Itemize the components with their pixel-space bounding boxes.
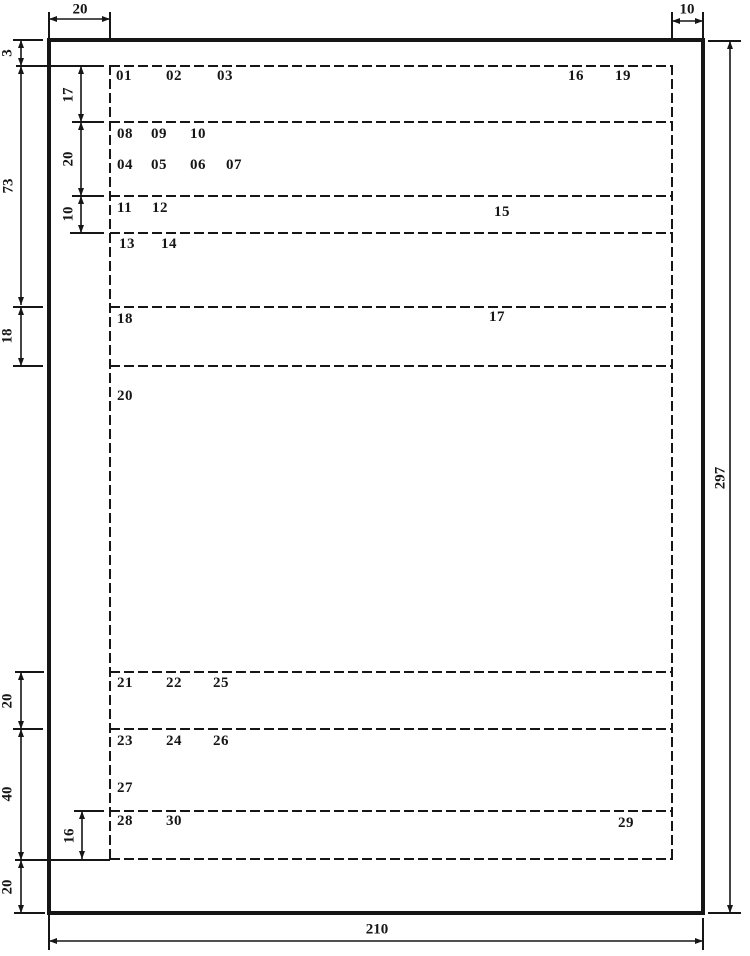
zone-divider-row8 [110,728,673,730]
dim-ref-block: 18 [0,328,16,344]
zone-11-label: 11 [117,200,133,216]
dim-footer-block: 40 [0,786,16,802]
zone-01-label: 01 [116,68,132,84]
zone-23-label: 23 [117,733,133,749]
zone-27-label: 27 [117,780,133,796]
zone-04-label: 04 [117,157,133,173]
zone-06-label: 06 [190,157,206,173]
dim-top-gap: 3 [0,49,16,57]
zone-10-label: 10 [190,126,206,142]
zone-12-label: 12 [152,200,168,216]
zone-24-label: 24 [166,733,182,749]
zone-divider-row2 [110,121,673,123]
zone-25-label: 25 [213,675,229,691]
dim-inner-row-10: 10 [60,206,77,222]
zone-26-label: 26 [213,733,229,749]
zone-divider-row9 [110,810,673,812]
dim-bottom-margin: 20 [0,879,16,895]
zone-07-label: 07 [226,157,242,173]
dim-top-right-margin: 10 [679,1,695,18]
dim-inner-row-20: 20 [60,151,77,167]
zone-divider-bottom [110,858,673,860]
zone-09-label: 09 [151,126,167,142]
zone-divider-row6 [110,365,673,367]
zone-divider-row4 [110,232,673,234]
zone-02-label: 02 [166,68,182,84]
zone-18-label: 18 [117,311,133,327]
zone-22-label: 22 [166,675,182,691]
zone-19-label: 19 [615,68,631,84]
zone-divider-row5 [110,306,673,308]
zone-20-label: 20 [117,388,133,404]
zone-14-label: 14 [161,236,177,252]
zone-29-label: 29 [618,815,634,831]
zone-30-label: 30 [166,813,182,829]
dim-page-height: 297 [712,466,729,490]
zone-15-label: 15 [494,204,510,220]
dim-page-width: 210 [365,921,389,938]
zone-05-label: 05 [151,157,167,173]
zone-right-dashed-border [671,65,673,860]
zone-divider-row3 [110,195,673,197]
zone-21-label: 21 [117,675,133,691]
dim-inner-row-16: 16 [61,828,78,844]
zone-03-label: 03 [217,68,233,84]
zone-08-label: 08 [117,126,133,142]
zone-16-label: 16 [568,68,584,84]
zone-left-dashed-border [109,65,111,860]
zone-divider-row7 [110,671,673,673]
zone-17-label: 17 [489,309,505,325]
dim-inner-row-17: 17 [60,87,77,103]
zone-divider-top [110,65,673,67]
page-outline [47,38,705,915]
zone-13-label: 13 [119,236,135,252]
dim-heading-block: 73 [0,178,17,194]
dim-sig-block: 20 [0,693,16,709]
zone-28-label: 28 [117,813,133,829]
dim-top-left-margin: 20 [72,1,88,18]
